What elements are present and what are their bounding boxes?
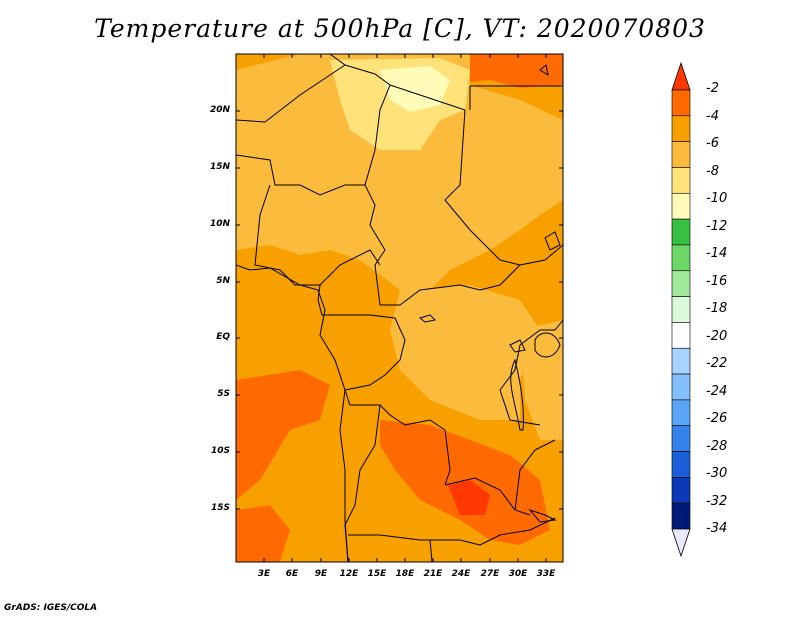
colorbar-label: -10 xyxy=(706,191,728,206)
colorbar-label: -4 xyxy=(706,109,719,124)
lat-label-10n: 10N xyxy=(209,219,230,229)
colorbar-block xyxy=(671,141,691,168)
warm-light-north xyxy=(236,54,563,290)
lat-label-15s: 15S xyxy=(210,503,230,513)
warm-dark-bl xyxy=(236,505,290,562)
colorbar-label: -14 xyxy=(706,246,728,261)
colorbar-label: -22 xyxy=(706,356,728,371)
colorbar-label: -8 xyxy=(706,164,719,179)
colorbar-block xyxy=(671,270,691,297)
lat-label-15n: 15N xyxy=(209,162,230,172)
colorbar-label: -6 xyxy=(706,136,719,151)
lat-label-10s: 10S xyxy=(210,446,230,456)
colorbar-label: -2 xyxy=(706,81,719,96)
colorbar-block xyxy=(671,373,691,401)
warm-red-core xyxy=(448,480,490,515)
lon-label-18e: 18E xyxy=(395,569,415,579)
colorbar-block xyxy=(671,192,691,220)
colorbar xyxy=(671,61,691,558)
lon-label-33e: 33E xyxy=(536,569,556,579)
colorbar-block xyxy=(671,425,691,452)
map-frame xyxy=(235,53,564,563)
colorbar-block xyxy=(671,218,691,246)
lat-label-eq: EQ xyxy=(216,332,230,342)
colorbar-block xyxy=(671,399,691,427)
colorbar-bottom-arrow xyxy=(671,528,691,558)
lon-label-9e: 9E xyxy=(314,569,328,579)
colorbar-block xyxy=(671,322,691,349)
colorbar-top-arrow xyxy=(671,61,691,91)
lat-label-5n: 5N xyxy=(216,276,230,286)
country-borders xyxy=(236,54,563,562)
colorbar-label: -16 xyxy=(706,274,728,289)
lon-label-30e: 30E xyxy=(508,569,528,579)
lon-ticks xyxy=(263,54,547,562)
colorbar-label: -32 xyxy=(706,494,728,509)
colorbar-label: -24 xyxy=(706,384,728,399)
colorbar-label: -18 xyxy=(706,301,728,316)
colorbar-block xyxy=(671,89,691,117)
lon-label-21e: 21E xyxy=(423,569,443,579)
colorbar-label: -34 xyxy=(706,521,728,536)
lon-label-15e: 15E xyxy=(367,569,387,579)
colorbar-block xyxy=(671,451,691,478)
colorbar-label: -28 xyxy=(706,439,728,454)
colorbar-block xyxy=(671,244,691,272)
lon-label-12e: 12E xyxy=(339,569,359,579)
warm-dark-sw xyxy=(236,370,330,500)
colorbar-block xyxy=(671,296,691,323)
warm-pale-patch xyxy=(380,66,450,112)
lat-label-5s: 5S xyxy=(217,389,230,399)
lon-label-6e: 6E xyxy=(285,569,299,579)
colorbar-block xyxy=(671,347,691,375)
lon-label-27e: 27E xyxy=(480,569,500,579)
warm-dark-ne xyxy=(470,54,563,88)
colorbar-blocks xyxy=(671,89,691,530)
colorbar-block xyxy=(671,115,691,142)
colorbar-label: -26 xyxy=(706,411,728,426)
colorbar-block xyxy=(671,477,691,504)
colorbar-block xyxy=(671,502,691,530)
east-light xyxy=(520,320,563,440)
lat-label-20n: 20N xyxy=(209,105,230,115)
colorbar-label: -30 xyxy=(706,466,728,481)
lon-label-3e: 3E xyxy=(257,569,271,579)
colorbar-block xyxy=(671,167,691,194)
colorbar-label: -12 xyxy=(706,219,728,234)
colorbar-label: -20 xyxy=(706,329,728,344)
temperature-field xyxy=(236,54,563,562)
credit-text: GrADS: IGES/COLA xyxy=(4,603,98,613)
map-title: Temperature at 500hPa [C], VT: 202007080… xyxy=(94,14,706,43)
lat-ticks xyxy=(236,110,563,510)
lon-label-24e: 24E xyxy=(451,569,471,579)
